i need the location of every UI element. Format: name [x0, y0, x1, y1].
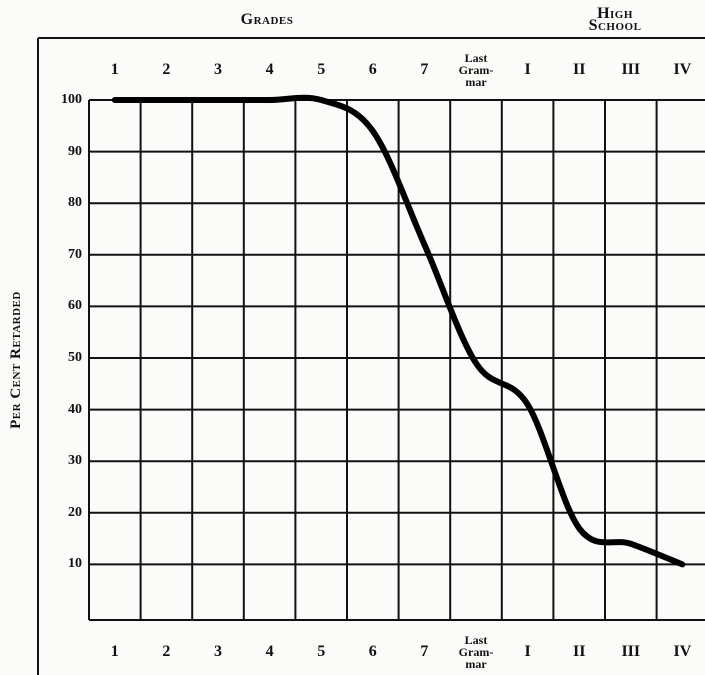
x-tick-label-top: 2 — [162, 61, 171, 78]
x-tick-label-top: III — [621, 61, 641, 78]
line — [111, 94, 686, 568]
x-tick-label-bottom: 7 — [420, 643, 429, 660]
x-tick-label-top: 6 — [368, 61, 377, 78]
x-tick-label-bottom: IV — [673, 643, 692, 660]
y-tick-label: 80 — [68, 195, 82, 211]
x-tick-label-top: 3 — [214, 61, 222, 78]
y-tick-label: 20 — [68, 504, 82, 520]
group-label: Grades — [240, 11, 294, 28]
x-tick-label-bottom: III — [621, 643, 641, 660]
x-tick-label-bottom: I — [524, 643, 531, 660]
x-tick-label-top: I — [524, 61, 531, 78]
y-tick-label: 50 — [68, 350, 82, 365]
x-tick-label-top: 4 — [265, 61, 274, 78]
x-tick-label-bottom: 5 — [317, 643, 326, 660]
y-tick-label: 60 — [68, 298, 82, 314]
group-label: High School — [588, 5, 642, 34]
x-tick-label-top: 7 — [420, 61, 429, 78]
x-tick-label-bottom: 3 — [214, 643, 222, 660]
x-tick-label-top: 5 — [317, 61, 326, 78]
y-tick-label: 100 — [61, 92, 82, 107]
y-tick-label: 40 — [68, 401, 82, 417]
x-tick-label-bottom: 4 — [265, 643, 274, 660]
x-tick-label-top: II — [572, 61, 586, 78]
x-tick-label-bottom: 2 — [162, 643, 171, 660]
x-tick-label-bottom: Last Gram- mar — [458, 633, 494, 671]
y-tick-label: 70 — [68, 246, 82, 262]
x-tick-label-top: Last Gram- mar — [458, 51, 494, 89]
y-tick-label: 90 — [68, 143, 82, 159]
y-axis-label: Per Cent Retarded — [8, 291, 24, 429]
y-tick-label: 10 — [68, 556, 82, 572]
x-tick-label-bottom: II — [572, 643, 586, 660]
x-tick-label-top: IV — [673, 61, 692, 78]
x-tick-label-bottom: 1 — [110, 643, 119, 660]
y-tick-label: 30 — [68, 453, 82, 469]
x-tick-label-bottom: 6 — [368, 643, 377, 660]
x-tick-label-top: 1 — [110, 61, 119, 78]
